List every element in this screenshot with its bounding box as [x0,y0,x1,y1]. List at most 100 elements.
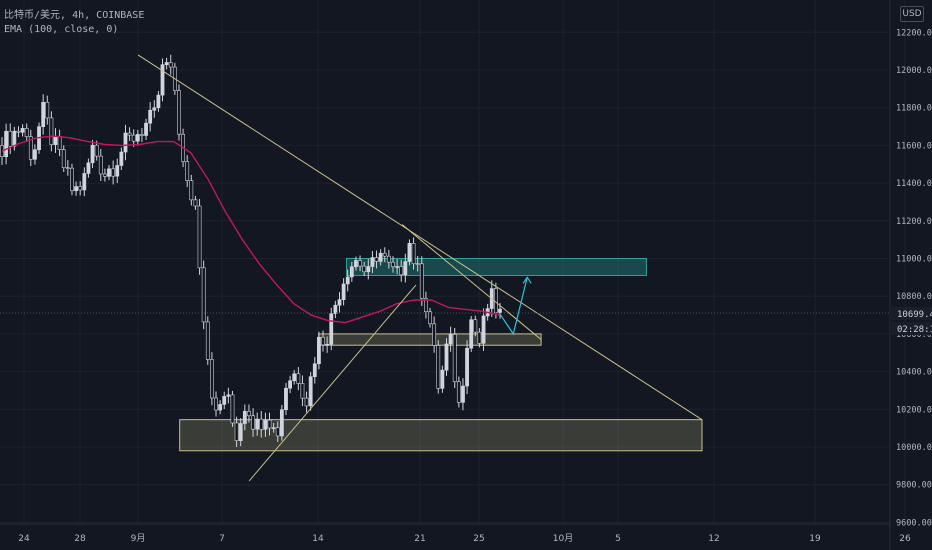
candle-body [41,101,46,127]
time-tick-label: 25 [473,534,484,544]
price-tick-label: 11000.00 [896,255,932,265]
candle-body [259,418,264,430]
trendline [248,284,417,482]
candle-body [481,315,486,344]
candle-body [378,252,383,262]
time-tick-label: 10月 [553,533,573,544]
candle-body [271,427,276,429]
candle-body [284,387,288,411]
projection-path [498,277,528,336]
candle-body [185,161,190,181]
candle-body [65,167,70,169]
candle-body [193,199,198,207]
candle-body [275,427,280,437]
candle-body [333,304,338,314]
candle-body [70,167,74,192]
candle-body [374,257,379,262]
candle-body [135,134,140,142]
candle-body [255,418,260,430]
candle-body [189,180,194,201]
candle-body [201,267,206,323]
candle-body [444,343,449,371]
candle-body [140,134,144,136]
time-axis[interactable]: 24 28 9月 7 14 21 25 10月 5 12 19 26 [18,533,911,544]
price-tick-label: 12200.00 [896,28,932,38]
zone-tan [318,333,542,346]
candle-body [419,263,424,299]
candle-body [168,62,173,68]
countdown-tag [890,322,932,335]
time-tick-label: 12 [708,534,719,544]
candle-body [345,276,350,285]
last-price-text: 10699.42 [897,310,932,320]
time-tick-label: 26 [899,534,911,544]
candle-body [98,155,103,175]
candle-body [321,336,325,346]
indicator-legend[interactable]: EMA (100, close, 0) [4,24,119,35]
candle-body [160,64,165,96]
candle-body [395,266,400,268]
candle-body [329,313,334,345]
candle-body [469,319,474,349]
trendline [401,224,542,340]
candle-body [407,243,412,262]
candle-body [448,334,453,345]
candle-body [465,347,469,387]
candle-body [477,331,482,344]
candle-body [119,151,124,166]
candle-body [242,410,247,424]
candle-body [399,266,404,276]
price-axis[interactable]: 12200.00 12000.00 11800.00 11600.00 11400.00… [896,28,932,528]
candle-body [366,266,371,273]
candle-body [127,132,132,136]
ema-line [1,135,501,324]
candle-body [354,260,358,268]
interval-label: 4h [72,10,85,21]
candle-body [45,101,50,119]
candle-body [226,394,231,397]
candle-body [386,255,391,263]
candle-body [214,397,218,411]
candle-body [279,409,284,437]
candle-body [218,404,223,411]
candle-body [148,109,153,124]
candle-body [152,107,157,111]
candle-body [107,168,111,177]
candle-body [78,186,83,191]
time-tick-label: 14 [312,534,324,544]
candle-body [61,149,66,168]
candle-body [12,130,17,147]
candle-body [292,373,297,382]
candle-body [156,94,161,109]
candle-body [317,336,321,365]
currency-button[interactable]: USD [900,6,924,22]
candle-body [382,252,387,257]
price-tick-label: 11200.00 [896,217,932,227]
candle-body [267,419,272,429]
legend-separator: , [60,10,73,21]
price-tick-label: 10200.00 [896,405,932,415]
trendlines [137,54,703,482]
candle-body [102,173,107,177]
candles [0,54,502,447]
time-tick-label: 7 [219,534,225,544]
legend-separator: , [84,10,97,21]
time-tick-label: 21 [414,534,425,544]
candle-body [436,345,441,389]
candle-body [238,423,243,441]
candle-body [428,311,432,325]
symbol-legend[interactable]: 比特币/美元, 4h, COINBASE [4,6,144,21]
price-tick-label: 12000.00 [896,66,932,76]
candle-body [432,323,437,346]
candle-body [461,385,465,403]
time-tick-label: 5 [615,534,621,544]
candle-body [57,136,62,150]
time-tick-label: 28 [74,534,86,544]
time-tick-label: 24 [18,534,30,544]
price-tick-label: 11800.00 [896,104,932,114]
candle-body [456,381,461,403]
candle-body [341,283,346,300]
countdown-text: 02:28:13 [897,325,932,335]
price-tick-label: 11400.00 [896,179,932,189]
